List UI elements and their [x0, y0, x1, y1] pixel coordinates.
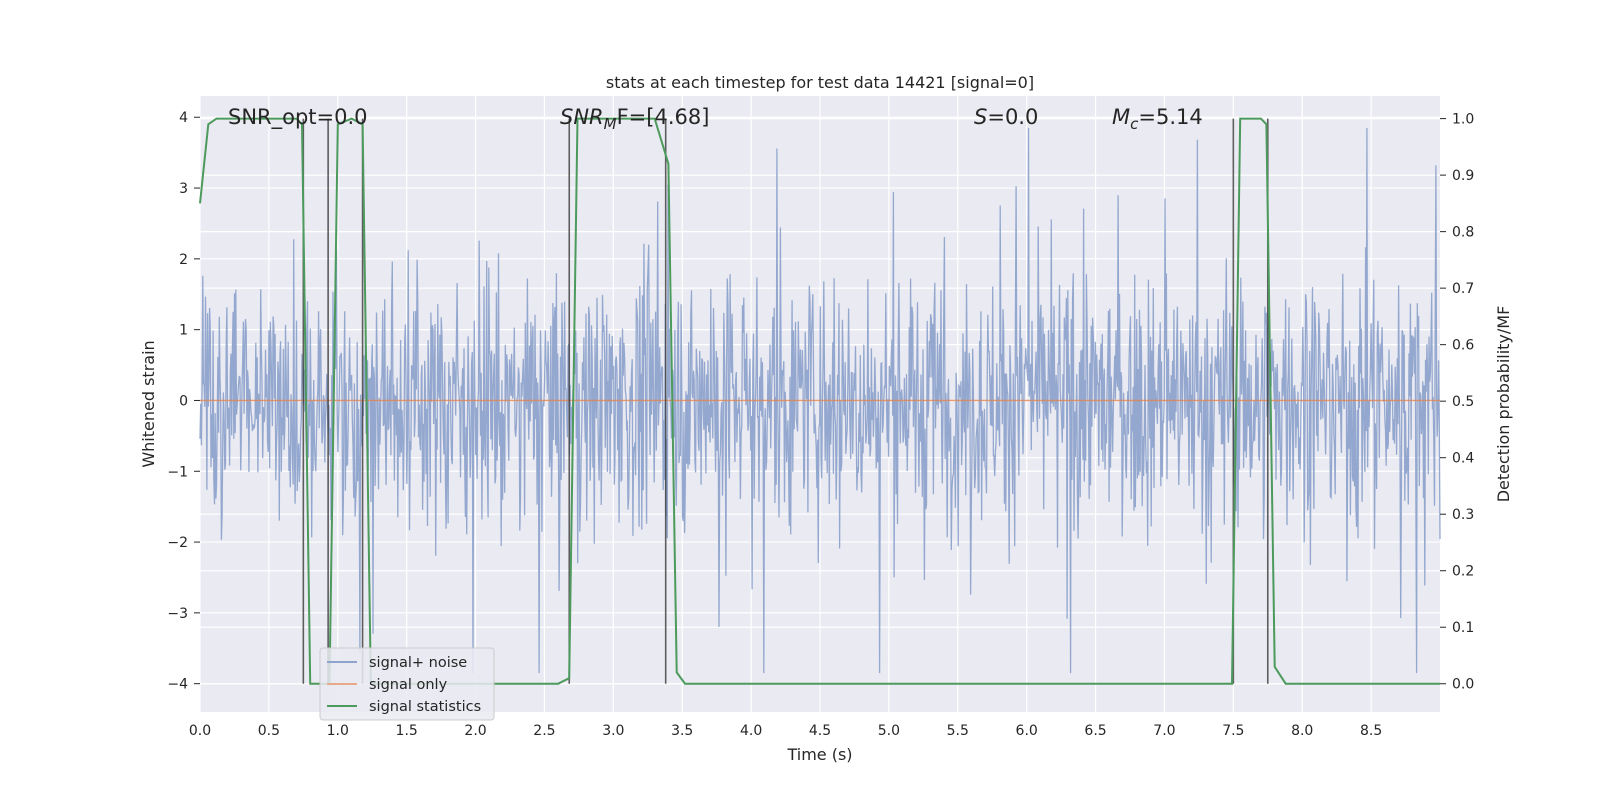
- snr-mf-rest: F=[4.68]: [617, 105, 710, 129]
- right-y-tick-label: 0.7: [1452, 281, 1474, 297]
- legend: signal+ noise signal only signal statist…: [319, 647, 495, 721]
- right-y-tick-labels: 1.0 0.9 0.8 0.7 0.6 0.5 0.4 0.3 0.2 0.1 0.0: [1440, 112, 1474, 693]
- x-tick-label: 3.0: [602, 723, 624, 739]
- signal-statistics-series: [199, 117, 1440, 685]
- statistics-line: [199, 117, 1440, 685]
- x-tick-label: 4.0: [740, 723, 762, 739]
- x-tick-label: 6.5: [1084, 723, 1106, 739]
- snr-opt-annotation: SNR_opt=0.0: [228, 105, 368, 130]
- x-tick-label: 7.0: [1153, 723, 1175, 739]
- x-tick-label: 1.5: [396, 723, 418, 739]
- left-y-tick-label: −4: [167, 677, 188, 693]
- legend-label-noise: signal+ noise: [369, 655, 467, 671]
- left-y-tick-label: 0: [179, 393, 188, 409]
- x-tick-label: 8.5: [1360, 723, 1382, 739]
- right-y-tick-label: 0.0: [1452, 677, 1474, 693]
- right-y-tick-label: 0.2: [1452, 564, 1474, 580]
- x-axis-label: Time (s): [786, 745, 852, 764]
- s-var: S: [974, 105, 987, 129]
- left-y-tick-label: −3: [167, 606, 188, 622]
- x-tick-label: 7.5: [1222, 723, 1244, 739]
- right-y-axis-label: Detection probability/MF: [1494, 306, 1513, 503]
- left-y-axis-label: Whitened strain: [139, 340, 158, 467]
- s-annotation: S=0.0: [974, 105, 1038, 129]
- x-tick-label: 2.5: [533, 723, 555, 739]
- annotations: SNR_opt=0.0 SNRMF=[4.68] S=0.0 Mc=5.14: [228, 105, 1203, 133]
- snr-mf-annotation: SNRMF=[4.68]: [560, 105, 709, 133]
- x-tick-label: 3.5: [671, 723, 693, 739]
- x-tick-label: 5.5: [947, 723, 969, 739]
- legend-box: [319, 647, 495, 721]
- x-tick-label: 8.0: [1291, 723, 1313, 739]
- snr-mf-main: SNR: [560, 105, 604, 129]
- right-y-tick-label: 0.3: [1452, 507, 1474, 523]
- right-y-tick-label: 1.0: [1452, 112, 1474, 128]
- left-y-tick-label: −2: [167, 535, 188, 551]
- right-y-tick-label: 0.4: [1452, 451, 1474, 467]
- snr-mf-sub: M: [604, 115, 617, 133]
- mc-rest: =5.14: [1138, 105, 1202, 129]
- right-y-tick-label: 0.1: [1452, 620, 1474, 636]
- left-y-tick-label: −1: [167, 464, 188, 480]
- mc-var: M: [1112, 105, 1130, 129]
- left-y-tick-label: 4: [179, 110, 188, 126]
- right-y-tick-label: 0.5: [1452, 394, 1474, 410]
- x-tick-label: 0.0: [189, 723, 211, 739]
- vertical-markers: [302, 118, 1269, 684]
- mc-sub: c: [1130, 115, 1139, 133]
- left-y-tick-label: 2: [179, 252, 188, 268]
- left-y-tick-label: 1: [179, 323, 188, 339]
- right-y-tick-label: 0.8: [1452, 225, 1474, 241]
- mc-annotation: Mc=5.14: [1112, 105, 1203, 133]
- x-tick-label: 2.0: [464, 723, 486, 739]
- legend-label-statistics: signal statistics: [369, 699, 481, 715]
- s-rest: =0.0: [987, 105, 1038, 129]
- x-tick-label: 1.0: [327, 723, 349, 739]
- x-tick-label: 5.0: [878, 723, 900, 739]
- x-tick-label: 4.5: [809, 723, 831, 739]
- left-y-tick-labels: 4 3 2 1 0 −1 −2 −3 −4: [167, 110, 200, 693]
- right-y-tick-label: 0.6: [1452, 338, 1474, 354]
- legend-label-signal: signal only: [369, 677, 448, 693]
- left-y-tick-label: 3: [179, 181, 188, 197]
- x-tick-label: 0.5: [258, 723, 280, 739]
- right-y-tick-label: 0.9: [1452, 168, 1474, 184]
- x-tick-label: 6.0: [1016, 723, 1038, 739]
- chart-title: stats at each timestep for test data 144…: [606, 73, 1034, 92]
- x-tick-labels: 0.0 0.5 1.0 1.5 2.0 2.5 3.0 3.5 4.0 4.5 5.0 5.5 6.0 6…: [189, 723, 1382, 739]
